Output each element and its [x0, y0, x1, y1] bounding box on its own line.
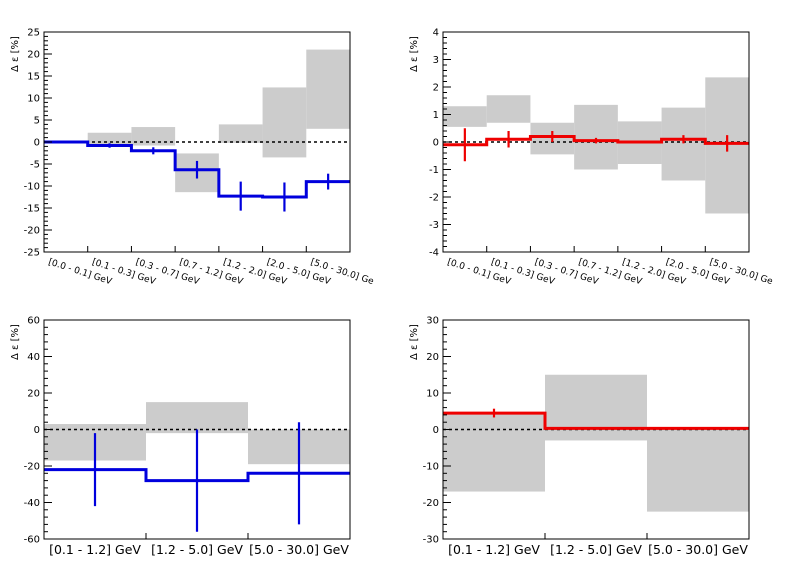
- y-axis-title: Δ ε [%]: [409, 324, 420, 360]
- category-label: [1.2 - 5.0] GeV: [550, 542, 642, 557]
- syst-band: [146, 402, 248, 434]
- syst-band: [218, 124, 263, 143]
- y-tick-label: 0: [34, 425, 40, 436]
- y-tick-label: 3: [433, 55, 439, 66]
- y-tick-label: -25: [24, 248, 40, 259]
- y-tick-label: -30: [423, 535, 439, 546]
- y-tick-label: 60: [27, 316, 40, 327]
- chart-panel-4: -30 -20 -10 0 10 20 30 [0.1 - 1.2] GeV [1.2 - 5.…: [409, 316, 750, 557]
- y-tick-label: 30: [426, 316, 439, 327]
- y-tick-label: 10: [27, 94, 40, 105]
- syst-band: [486, 95, 531, 123]
- y-tick-label: 20: [27, 50, 40, 61]
- syst-band: [443, 413, 545, 492]
- y-tick-label: 0: [433, 138, 439, 149]
- syst-band: [443, 106, 487, 127]
- y-tick-label: -20: [24, 462, 40, 473]
- category-label: [0.1 - 1.2] GeV: [448, 542, 540, 557]
- chart-panel-3: -60 -40 -20 0 20 40 60 [0.1 - 1.2] GeV [1.2 - 5.…: [10, 316, 351, 557]
- y-tick-label: 20: [426, 352, 439, 363]
- y-axis-title: Δ ε [%]: [10, 36, 21, 72]
- category-label: [0.1 - 1.2] GeV: [49, 542, 141, 557]
- y-tick-label: -4: [429, 248, 439, 259]
- category-label: [1.2 - 5.0] GeV: [151, 542, 243, 557]
- syst-band: [647, 428, 749, 512]
- y-tick-label: -3: [429, 220, 439, 231]
- y-tick-label: 1: [433, 110, 439, 121]
- y-tick-label: -20: [24, 226, 40, 237]
- y-tick-label: -5: [30, 160, 40, 171]
- y-tick-label: -1: [429, 165, 439, 176]
- y-tick-label: 40: [27, 352, 40, 363]
- y-tick-label: 20: [27, 389, 40, 400]
- y-tick-label: -20: [423, 498, 439, 509]
- y-tick-label: -2: [429, 193, 439, 204]
- y-tick-label: 5: [34, 116, 40, 127]
- y-tick-label: -10: [423, 462, 439, 473]
- y-tick-label: 10: [426, 389, 439, 400]
- y-tick-label: -60: [24, 535, 40, 546]
- y-axis-title: Δ ε [%]: [409, 36, 420, 72]
- syst-band: [545, 374, 647, 441]
- y-tick-label: -40: [24, 498, 40, 509]
- y-axis-title: Δ ε [%]: [10, 324, 21, 360]
- y-tick-label: 0: [433, 425, 439, 436]
- syst-band: [661, 107, 706, 181]
- syst-band: [262, 87, 307, 158]
- y-tick-label: -10: [24, 182, 40, 193]
- data-step-line: [443, 411, 749, 430]
- y-tick-label: -15: [24, 204, 40, 215]
- y-tick-label: 4: [433, 28, 439, 39]
- syst-band: [306, 49, 350, 129]
- y-tick-label: 15: [27, 72, 40, 83]
- category-label: [5.0 - 30.0] GeV: [249, 542, 349, 557]
- syst-band: [131, 127, 176, 146]
- y-tick-label: 0: [34, 138, 40, 149]
- y-tick-label: 2: [433, 83, 439, 94]
- syst-band: [574, 104, 618, 170]
- category-label: [5.0 - 30.0] GeV: [648, 542, 748, 557]
- y-tick-label: 25: [27, 28, 40, 39]
